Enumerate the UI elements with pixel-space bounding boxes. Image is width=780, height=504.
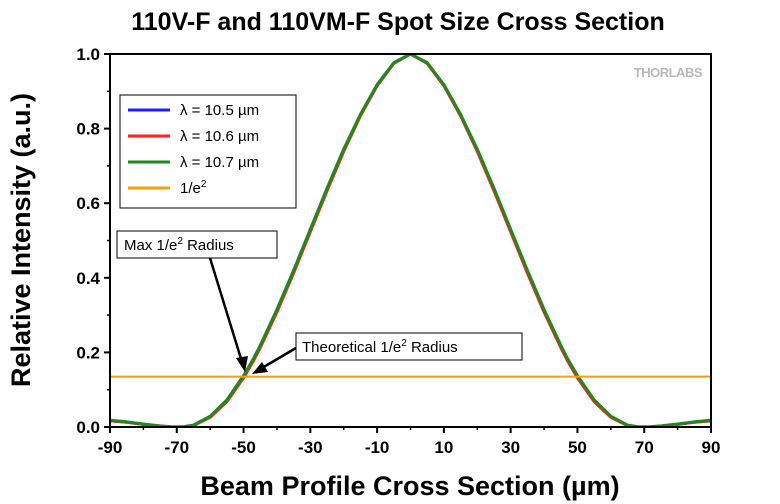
- y-tick-label: 0.6: [76, 194, 100, 213]
- x-axis-title: Beam Profile Cross Section (µm): [200, 471, 619, 501]
- annotation-max-radius-arrow: [208, 257, 244, 363]
- annotation-max-radius-box: [116, 230, 278, 259]
- legend-label: λ = 10.6 µm: [180, 128, 259, 145]
- x-tick-label: -50: [231, 438, 256, 457]
- x-tick-label: 70: [635, 438, 654, 457]
- annotation-theoretical-radius: Theoretical 1/e2 Radius: [252, 332, 523, 374]
- annotation-theoretical-radius-label: Theoretical 1/e2 Radius: [302, 338, 458, 356]
- chart-title: 110V-F and 110VM-F Spot Size Cross Secti…: [131, 8, 665, 36]
- y-tick-label: 0.8: [76, 120, 100, 139]
- y-tick-label: 0.4: [76, 269, 100, 288]
- annotation-theoretical-radius-arrow: [261, 346, 297, 370]
- arrowhead-icon: [236, 356, 248, 372]
- x-tick-label: 90: [702, 438, 721, 457]
- thorlabs-logo: THORLABS: [634, 65, 703, 80]
- y-axis: 0.0 0.2 0.4 0.6 0.8 1.0: [76, 45, 110, 437]
- annotation-max-radius-label: Max 1/e2 Radius: [124, 236, 234, 254]
- arrowhead-icon: [252, 362, 268, 374]
- legend-label: 1/e2: [180, 179, 207, 197]
- x-tick-label: -30: [298, 438, 323, 457]
- y-tick-label: 1.0: [76, 45, 100, 64]
- legend-label: λ = 10.7 µm: [180, 154, 259, 171]
- y-tick-label: 0.0: [76, 418, 100, 437]
- series-group: [110, 54, 711, 427]
- legend-label: λ = 10.5 µm: [180, 102, 259, 119]
- legend: λ = 10.5 µm λ = 10.6 µm λ = 10.7 µm 1/e2: [119, 94, 297, 209]
- x-tick-label: -10: [365, 438, 390, 457]
- legend-box: [119, 94, 297, 209]
- x-axis: -90 -70 -50 -30 -10 10 30 50 70 90: [98, 427, 721, 457]
- x-tick-label: -70: [164, 438, 189, 457]
- annotation-theoretical-radius-box: [295, 332, 523, 361]
- y-axis-title: Relative Intensity (a.u.): [6, 93, 36, 387]
- x-tick-label: 30: [501, 438, 520, 457]
- x-tick-label: -90: [98, 438, 123, 457]
- series-line-3: [110, 54, 711, 427]
- y-tick-label: 0.2: [76, 343, 100, 362]
- x-tick-label: 10: [434, 438, 453, 457]
- x-tick-label: 50: [568, 438, 587, 457]
- annotation-max-radius: Max 1/e2 Radius: [116, 230, 278, 372]
